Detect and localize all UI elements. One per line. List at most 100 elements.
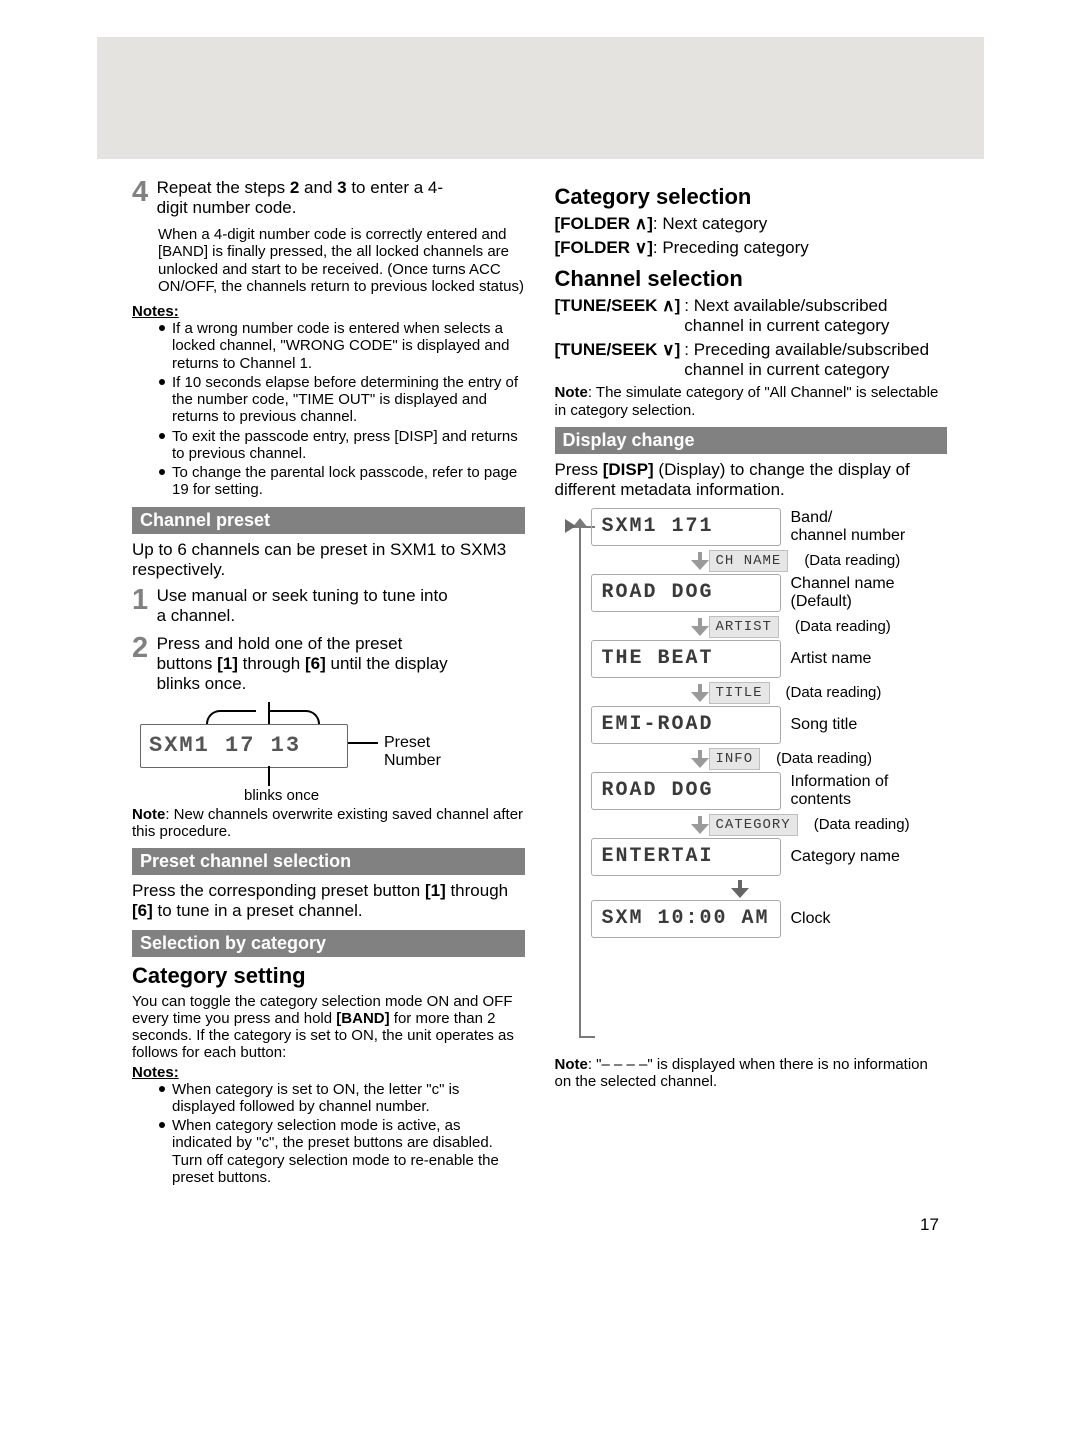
flow-lcd-label: Information ofcontents xyxy=(791,773,889,808)
leader-line xyxy=(348,742,378,744)
step-2-number: 2 xyxy=(132,634,148,663)
notes-label: Notes: xyxy=(132,303,525,320)
flow-lcd-row: SXM 10:00 AM Clock xyxy=(591,900,948,938)
flow-tag-label: (Data reading) xyxy=(786,685,882,702)
preset-note-text: : New channels overwrite existing saved … xyxy=(132,806,523,840)
category-setting-text: You can toggle the category selection mo… xyxy=(132,993,525,1062)
top-band xyxy=(97,37,984,159)
heading-category-setting: Category setting xyxy=(132,963,525,989)
step-1: 1 Use manual or seek tuning to tune into… xyxy=(132,586,525,626)
tune-up-desc: : Next available/subscribed channel in c… xyxy=(684,296,947,336)
tune-down-row: [TUNE/SEEK ∨] : Preceding available/subs… xyxy=(555,340,948,380)
step-2: 2 Press and hold one of the preset butto… xyxy=(132,634,525,694)
tune-down-key: [TUNE/SEEK ∨] xyxy=(555,340,681,360)
flow-tag-row: CH NAME (Data reading) xyxy=(691,550,948,572)
pcs-text-a: Press the corresponding preset button xyxy=(132,881,425,900)
preset-channel-selection-text: Press the corresponding preset button [1… xyxy=(132,881,525,921)
folder-up-desc: : Next category xyxy=(653,214,767,233)
flow-tag: CATEGORY xyxy=(709,814,798,836)
flow-lcd: THE BEAT xyxy=(591,640,781,678)
note-bullet: To change the parental lock passcode, re… xyxy=(158,464,525,499)
flow-tag-label: (Data reading) xyxy=(804,553,900,570)
step-4-bold-2: 2 xyxy=(290,178,299,197)
note-bullet: If a wrong number code is entered when s… xyxy=(158,320,525,372)
flow-tag: INFO xyxy=(709,748,761,770)
cat-notes-list: When category is set to ON, the letter "… xyxy=(132,1081,525,1187)
flow-tag-row: CATEGORY (Data reading) xyxy=(691,814,948,836)
preset-lcd-box: SXM1 17 13 xyxy=(140,724,348,768)
heading-channel-selection: Channel selection xyxy=(555,266,948,292)
flow-lcd-label: Artist name xyxy=(791,650,872,668)
flow-lcd-row: SXM1 171Band/channel number xyxy=(591,508,948,546)
preset-display-diagram: SXM1 17 13 Preset Number blinks once xyxy=(132,702,462,790)
tune-up-row: [TUNE/SEEK ∧] : Next available/subscribe… xyxy=(555,296,948,336)
flow-tag: CH NAME xyxy=(709,550,789,572)
flow-lcd-row: ROAD DOG Channel name(Default) xyxy=(591,574,948,612)
pcs-text-b: through xyxy=(446,881,508,900)
flow-lcd-text: THE BEAT xyxy=(602,647,714,670)
step-1-text: Use manual or seek tuning to tune into a… xyxy=(157,586,457,626)
left-column: 4 Repeat the steps 2 and 3 to enter a 4-… xyxy=(132,178,525,1188)
tune-up-key: [TUNE/SEEK ∧] xyxy=(555,296,681,316)
folder-down-row: [FOLDER ∨]: Preceding category xyxy=(555,238,948,258)
step-4: 4 Repeat the steps 2 and 3 to enter a 4-… xyxy=(132,178,525,218)
flow-lcd-text: ENTERTAI xyxy=(602,845,714,868)
note-bullet: If 10 seconds elapse before determining … xyxy=(158,374,525,426)
flow-tag-row: ARTIST(Data reading) xyxy=(691,616,948,638)
heading-category-selection: Category selection xyxy=(555,184,948,210)
preset-note-bold: Note xyxy=(132,806,165,823)
loop-join-bottom xyxy=(579,1036,595,1038)
flow-lcd-row: ENTERTAICategory name xyxy=(591,838,948,876)
cat-notes-label: Notes: xyxy=(132,1064,525,1081)
tune-note-text: : The simulate category of "All Channel"… xyxy=(555,384,939,418)
header-selection-by-category: Selection by category xyxy=(132,930,525,957)
flow-lcd: ROAD DOG xyxy=(591,772,781,810)
flow-lcd: SXM1 171 xyxy=(591,508,781,546)
dc-bold: [DISP] xyxy=(603,460,654,479)
chevron-down-icon xyxy=(691,552,709,570)
flow-lcd-row: THE BEAT Artist name xyxy=(591,640,948,678)
display-note-text: : "– – – –" is displayed when there is n… xyxy=(555,1056,928,1090)
page-number: 17 xyxy=(920,1215,939,1235)
note-bullet: To exit the passcode entry, press [DISP]… xyxy=(158,428,525,463)
step-4-text: Repeat the steps 2 and 3 to enter a 4-di… xyxy=(157,178,457,218)
tune-note: Note: The simulate category of "All Chan… xyxy=(555,384,948,419)
flow-lcd-text: SXM 10:00 AM xyxy=(602,907,770,930)
display-flow: SXM1 171Band/channel number CH NAME (Data … xyxy=(555,508,948,1048)
cat-note-bullet: When category selection mode is active, … xyxy=(158,1117,525,1186)
pcs-text-c: to tune in a preset channel. xyxy=(153,901,363,920)
flow-lcd-label: Clock xyxy=(791,910,831,928)
flow-lcd-text: EMI-ROAD xyxy=(602,713,714,736)
flow-lcd: SXM 10:00 AM xyxy=(591,900,781,938)
flow-lcd-text: SXM1 171 xyxy=(602,515,714,538)
chevron-down-icon xyxy=(691,816,709,834)
dc-text-a: Press xyxy=(555,460,603,479)
flow-lcd: ENTERTAI xyxy=(591,838,781,876)
pcs-bold-6: [6] xyxy=(132,901,153,920)
content-columns: 4 Repeat the steps 2 and 3 to enter a 4-… xyxy=(132,178,947,1188)
header-channel-preset: Channel preset xyxy=(132,507,525,534)
flow-lcd-text: ROAD DOG xyxy=(602,581,714,604)
folder-down-desc: : Preceding category xyxy=(653,238,809,257)
flow-lcd-label: Song title xyxy=(791,716,858,734)
chevron-down-icon xyxy=(691,750,709,768)
flow-lcd-text: ROAD DOG xyxy=(602,779,714,802)
flow-tag-label: (Data reading) xyxy=(814,817,910,834)
display-note: Note: "– – – –" is displayed when there … xyxy=(555,1056,948,1091)
flow-lcd-label: Channel name(Default) xyxy=(791,575,895,610)
folder-down-key: [FOLDER ∨] xyxy=(555,238,653,257)
display-change-text: Press [DISP] (Display) to change the dis… xyxy=(555,460,948,500)
preset-lcd-text: SXM1 17 13 xyxy=(149,733,301,758)
cat-note-bullet: When category is set to ON, the letter "… xyxy=(158,1081,525,1116)
step-2-text: Press and hold one of the preset buttons… xyxy=(157,634,457,694)
chevron-down-icon xyxy=(731,880,749,898)
step-1-number: 1 xyxy=(132,586,148,615)
step-2-text-b: through xyxy=(238,654,305,673)
step-4-bold-3: 3 xyxy=(337,178,346,197)
header-display-change: Display change xyxy=(555,427,948,454)
flow-lcd: EMI-ROAD xyxy=(591,706,781,744)
step-4-text-b: and xyxy=(299,178,337,197)
flow-tag: TITLE xyxy=(709,682,770,704)
step-4-text-a: Repeat the steps xyxy=(157,178,290,197)
tune-down-desc: : Preceding available/subscribed channel… xyxy=(684,340,947,380)
